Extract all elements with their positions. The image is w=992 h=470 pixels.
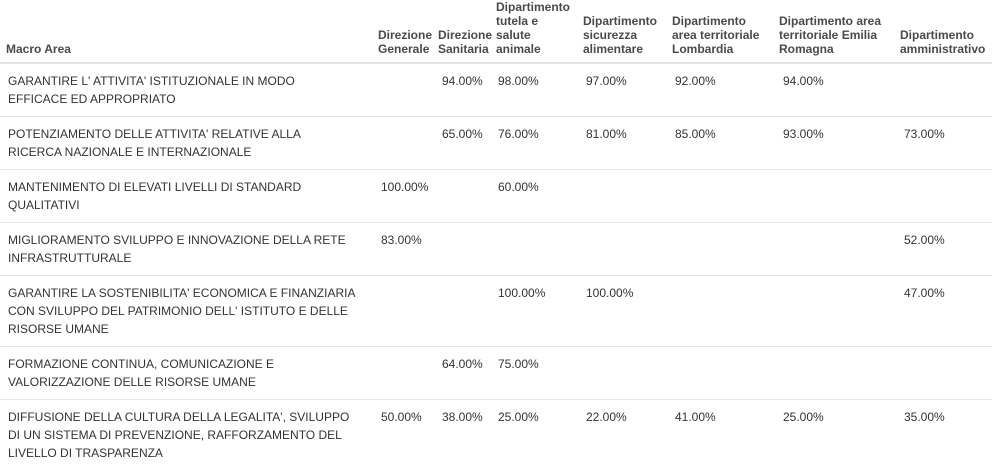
value-cell: 83.00% <box>368 223 430 276</box>
value-cell <box>890 170 992 223</box>
macro-area-cell: MIGLIORAMENTO SVILUPPO E INNOVAZIONE DEL… <box>0 223 368 276</box>
macro-area-cell: GARANTIRE L' ATTIVITA' ISTITUZIONALE IN … <box>0 63 368 117</box>
macro-area-cell: DIFFUSIONE DELLA CULTURA DELLA LEGALITA'… <box>0 400 368 470</box>
value-cell <box>769 347 890 400</box>
value-cell: 100.00% <box>368 170 430 223</box>
value-cell: 97.00% <box>571 63 662 117</box>
value-cell <box>368 63 430 117</box>
value-cell: 73.00% <box>890 117 992 170</box>
macro-area-cell: MANTENIMENTO DI ELEVATI LIVELLI DI STAND… <box>0 170 368 223</box>
header-macro-area[interactable]: Macro Area <box>0 0 368 63</box>
table-row: FORMAZIONE CONTINUA, COMUNICAZIONE E VAL… <box>0 347 992 400</box>
value-cell: 50.00% <box>368 400 430 470</box>
table-row: MANTENIMENTO DI ELEVATI LIVELLI DI STAND… <box>0 170 992 223</box>
value-cell: 22.00% <box>571 400 662 470</box>
value-cell: 92.00% <box>662 63 769 117</box>
value-cell <box>662 170 769 223</box>
value-cell: 75.00% <box>486 347 571 400</box>
table-row: MIGLIORAMENTO SVILUPPO E INNOVAZIONE DEL… <box>0 223 992 276</box>
table-row: GARANTIRE L' ATTIVITA' ISTITUZIONALE IN … <box>0 63 992 117</box>
value-cell <box>430 223 486 276</box>
value-cell: 98.00% <box>486 63 571 117</box>
value-cell <box>769 170 890 223</box>
value-cell: 41.00% <box>662 400 769 470</box>
header-dipartimento-sicurezza[interactable]: Dipartimento sicurezza alimentare <box>571 0 662 63</box>
macro-area-cell: FORMAZIONE CONTINUA, COMUNICAZIONE E VAL… <box>0 347 368 400</box>
value-cell <box>769 223 890 276</box>
macro-area-cell: GARANTIRE LA SOSTENIBILITA' ECONOMICA E … <box>0 276 368 347</box>
header-dipartimento-amministrativo[interactable]: Dipartimento amministrativo <box>890 0 992 63</box>
value-cell: 25.00% <box>486 400 571 470</box>
value-cell: 93.00% <box>769 117 890 170</box>
value-cell: 38.00% <box>430 400 486 470</box>
header-dipartimento-lombardia[interactable]: Dipartimento area territoriale Lombardia <box>662 0 769 63</box>
value-cell: 35.00% <box>890 400 992 470</box>
value-cell <box>368 117 430 170</box>
value-cell <box>368 276 430 347</box>
value-cell <box>662 347 769 400</box>
value-cell: 94.00% <box>430 63 486 117</box>
value-cell <box>662 223 769 276</box>
value-cell: 100.00% <box>486 276 571 347</box>
value-cell: 85.00% <box>662 117 769 170</box>
value-cell: 60.00% <box>486 170 571 223</box>
value-cell <box>571 170 662 223</box>
value-cell: 25.00% <box>769 400 890 470</box>
value-cell <box>571 347 662 400</box>
value-cell <box>486 223 571 276</box>
value-cell <box>368 347 430 400</box>
table-row: POTENZIAMENTO DELLE ATTIVITA' RELATIVE A… <box>0 117 992 170</box>
macro-area-cell: POTENZIAMENTO DELLE ATTIVITA' RELATIVE A… <box>0 117 368 170</box>
header-dipartimento-tutela[interactable]: Dipartimento tutela e salute animale <box>486 0 571 63</box>
value-cell <box>430 276 486 347</box>
value-cell: 65.00% <box>430 117 486 170</box>
header-direzione-sanitaria[interactable]: Direzione Sanitaria <box>430 0 486 63</box>
value-cell: 94.00% <box>769 63 890 117</box>
value-cell: 64.00% <box>430 347 486 400</box>
value-cell: 81.00% <box>571 117 662 170</box>
header-dipartimento-emilia-romagna[interactable]: Dipartimento area territoriale Emilia Ro… <box>769 0 890 63</box>
header-direzione-generale[interactable]: Direzione Generale <box>368 0 430 63</box>
value-cell <box>769 276 890 347</box>
value-cell: 76.00% <box>486 117 571 170</box>
table-row: DIFFUSIONE DELLA CULTURA DELLA LEGALITA'… <box>0 400 992 470</box>
value-cell <box>890 347 992 400</box>
value-cell: 47.00% <box>890 276 992 347</box>
value-cell: 100.00% <box>571 276 662 347</box>
value-cell <box>430 170 486 223</box>
value-cell <box>890 63 992 117</box>
value-cell: 52.00% <box>890 223 992 276</box>
value-cell <box>571 223 662 276</box>
table-row: GARANTIRE LA SOSTENIBILITA' ECONOMICA E … <box>0 276 992 347</box>
value-cell <box>662 276 769 347</box>
table-header-row: Macro Area Direzione Generale Direzione … <box>0 0 992 63</box>
